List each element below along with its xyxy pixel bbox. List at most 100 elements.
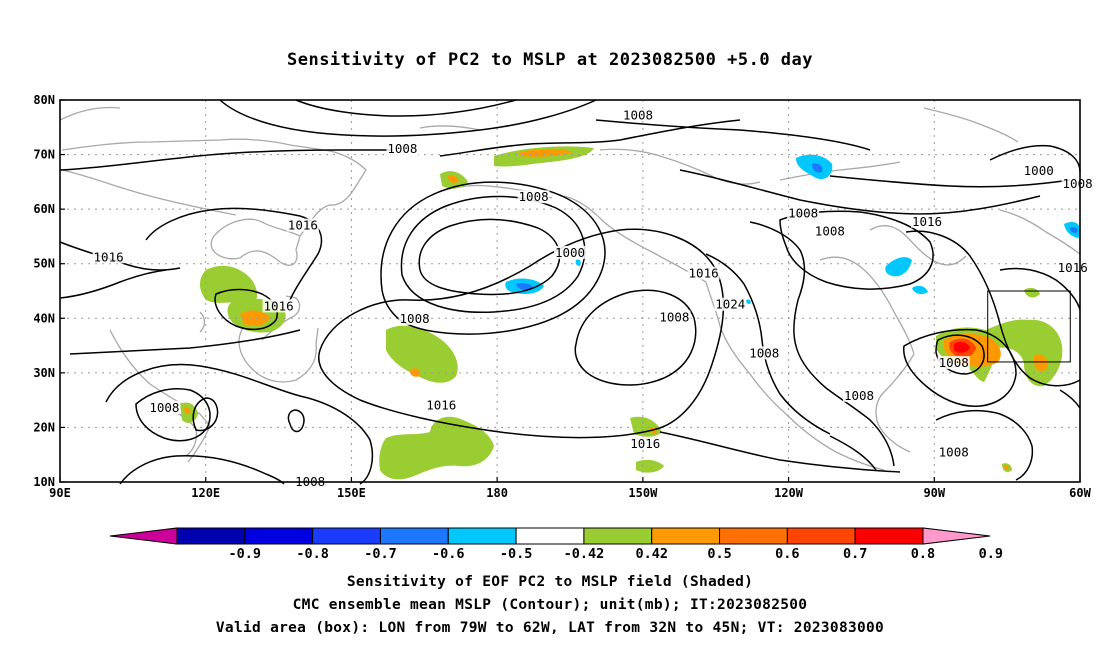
contour-label: 1008: [659, 309, 689, 324]
lon-label: 120E: [191, 486, 220, 500]
colorbar-tick: -0.8: [296, 546, 329, 562]
contour-label: 1016: [689, 266, 719, 281]
contour-label: 1008: [749, 345, 779, 360]
lat-label: 70N: [33, 148, 55, 162]
colorbar-tick-labels: -0.9 -0.8 -0.7 -0.6 -0.5 -0.42 0.42 0.5 0.6 0.7 0.…: [229, 546, 1003, 562]
colorbar-tick: -0.5: [500, 546, 533, 562]
contour-label-bg: [262, 299, 295, 313]
colorbar-segment: [854, 527, 924, 545]
contour-label: 1008: [939, 445, 969, 460]
lon-label: 150E: [337, 486, 366, 500]
map-frame: [59, 99, 1081, 483]
colorbar-segments: [109, 527, 991, 545]
colorbar-tick: 0.9: [979, 546, 1003, 562]
contour-label: 1008: [788, 206, 818, 221]
contour-label-bg: [517, 190, 550, 204]
contour-label: 1008: [815, 224, 845, 239]
colorbar-segment: [176, 527, 246, 545]
contour-label-bg: [843, 388, 875, 402]
colorbar-segment: [583, 527, 653, 545]
lon-label: 150W: [628, 486, 658, 500]
colorbar-tick: -0.6: [432, 546, 465, 562]
contour-label: 1008: [623, 107, 653, 122]
chart-title: Sensitivity of PC2 to MSLP at 2023082500…: [286, 50, 813, 70]
lon-label: 120W: [774, 486, 804, 500]
contour-label-bg: [425, 398, 458, 412]
contour-label: 1016: [94, 249, 124, 264]
lon-label: 90W: [923, 486, 945, 500]
caption-shaded: Sensitivity of EOF PC2 to MSLP field (Sh…: [346, 574, 754, 590]
lon-label: 90E: [49, 486, 71, 500]
lat-label: 80N: [33, 93, 55, 107]
lat-label: 20N: [33, 420, 55, 434]
contour-label: 1008: [149, 400, 179, 415]
contour-label: 1008: [1063, 176, 1093, 191]
colorbar-segment: [651, 527, 721, 545]
contour-label-bg: [748, 346, 781, 360]
contour-label-bg: [1022, 164, 1055, 178]
caption-contour: CMC ensemble mean MSLP (Contour); unit(m…: [292, 597, 808, 613]
contour-label-bg: [937, 445, 970, 459]
colorbar-tick: 0.7: [843, 546, 867, 562]
caption-valid-area: Valid area (box): LON from 79W to 62W, L…: [215, 620, 885, 636]
contour-label: 1024: [715, 297, 745, 312]
colorbar-segment: [515, 527, 585, 545]
contour-label-bg: [813, 224, 846, 238]
contour-label-bg: [687, 266, 720, 280]
contour-label-bg: [1061, 177, 1094, 191]
lat-label: 50N: [33, 257, 55, 271]
colorbar-segment: [447, 527, 517, 545]
latitude-labels: 80N 70N 60N 50N 40N 30N 20N 10N: [33, 93, 65, 489]
contour-label-bg: [629, 436, 662, 450]
contour-label-bg: [286, 218, 319, 232]
lat-label: 60N: [33, 202, 55, 216]
contour-label: 1008: [519, 189, 549, 204]
longitude-labels: 90E 120E 150E 180 150W 120W 90W 60W: [49, 477, 1092, 500]
valid-area-box: [987, 290, 1071, 363]
contour-label-bg: [398, 311, 431, 325]
colorbar-tick: -0.42: [564, 546, 605, 562]
contour-label: 1008: [387, 141, 417, 156]
colorbar-tick: 0.8: [911, 546, 935, 562]
colorbar-tick: 0.5: [707, 546, 731, 562]
colorbar-tick: 0.42: [635, 546, 668, 562]
colorbar-tick: 0.6: [775, 546, 799, 562]
contour-label-bg: [658, 310, 691, 324]
contour-label-bg: [386, 142, 419, 156]
contour-label-bg: [911, 214, 943, 228]
contour-label: 1016: [264, 298, 294, 313]
contour-label: 1000: [555, 245, 585, 260]
contour-label-bg: [554, 245, 586, 259]
colorbar-max-arrow: [922, 527, 991, 545]
lat-label: 10N: [33, 475, 55, 489]
colorbar-segment: [379, 527, 449, 545]
contour-label: 1008: [400, 311, 430, 326]
contour-label-bg: [148, 400, 181, 414]
contour-label: 1008: [939, 355, 969, 370]
contour-label-bg: [937, 356, 970, 370]
lat-label: 30N: [33, 366, 55, 380]
lat-label: 40N: [33, 311, 55, 325]
contour-label: 1000: [1024, 163, 1054, 178]
mslp-contours: [59, 99, 1081, 485]
contour-label: 1016: [912, 214, 942, 229]
contour-label: 1016: [426, 398, 456, 413]
contour-label-bg: [787, 206, 820, 220]
colorbar-tick: -0.7: [364, 546, 397, 562]
colorbar-segment: [312, 527, 381, 545]
contour-label-bg: [92, 250, 125, 264]
colorbar-segment: [786, 527, 856, 545]
contour-label-bg: [622, 108, 654, 122]
contour-label-bg: [714, 297, 747, 311]
colorbar-tick: -0.9: [229, 546, 262, 562]
contour-labels: 1008 1000 1008 1008 1016 1024 1008 1016 1016 1008…: [92, 107, 1094, 489]
contour-label: 1016: [288, 218, 318, 233]
contour-label: 1016: [630, 436, 660, 451]
colorbar-segment: [719, 527, 788, 545]
colorbar-segment: [244, 527, 314, 545]
lon-label: 60W: [1069, 486, 1091, 500]
lon-label: 180: [486, 486, 508, 500]
colorbar-min-arrow: [109, 527, 178, 545]
